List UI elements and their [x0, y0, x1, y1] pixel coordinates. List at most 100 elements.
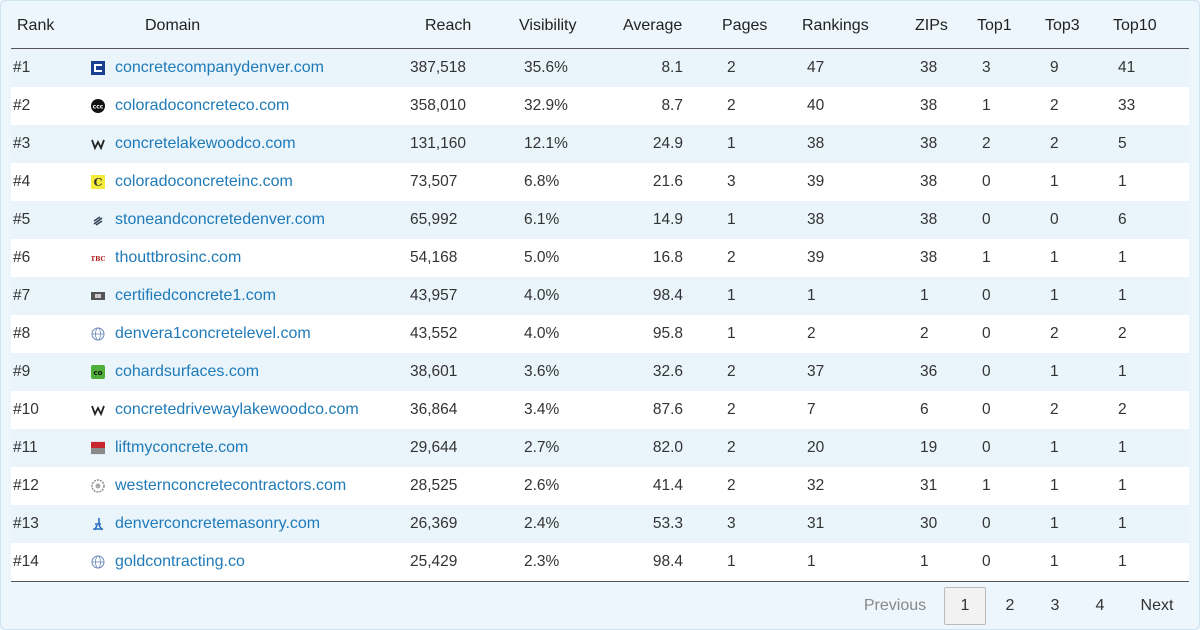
cell-pages: 2 — [727, 59, 736, 76]
domain-link[interactable]: concretelakewoodco.com — [115, 135, 296, 152]
cell-average: 32.6 — [652, 363, 683, 380]
cell-reach: 387,518 — [410, 59, 467, 76]
header-reach[interactable]: Reach — [425, 17, 472, 34]
header-top1[interactable]: Top1 — [977, 17, 1012, 34]
cell-reach: 54,168 — [410, 249, 458, 266]
cell-reach: 131,160 — [410, 135, 467, 152]
cell-visibility: 5.0% — [524, 249, 560, 266]
cell-average: 98.4 — [652, 287, 683, 304]
svg-text:TBC: TBC — [91, 256, 105, 263]
domain-link[interactable]: coloradoconcreteinc.com — [115, 173, 293, 190]
cell-zips: 1 — [920, 287, 929, 304]
cell-pages: 1 — [727, 287, 736, 304]
domain-link[interactable]: coloradoconcreteco.com — [115, 97, 290, 114]
header-pages[interactable]: Pages — [722, 17, 768, 34]
domain-link[interactable]: liftmyconcrete.com — [115, 439, 249, 456]
pagination-page-3[interactable]: 3 — [1050, 597, 1060, 614]
cell-top10: 6 — [1118, 211, 1127, 228]
cell-pages: 3 — [727, 173, 736, 190]
pagination-page-1[interactable]: 1 — [944, 587, 986, 625]
table-body: #1 387,518 35.6% 8.1 2 47 38 3 9 41 concretecompan… — [11, 49, 1189, 581]
cell-pages: 2 — [727, 97, 736, 114]
cell-rankings: 31 — [807, 515, 825, 532]
cell-average: 8.7 — [661, 97, 683, 114]
domain-link[interactable]: certifiedconcrete1.com — [115, 287, 276, 304]
header-top10[interactable]: Top10 — [1113, 17, 1157, 34]
pagination-next-button[interactable]: Next — [1140, 597, 1174, 614]
cell-visibility: 3.6% — [524, 363, 560, 380]
cell-top3: 1 — [1050, 249, 1059, 266]
gear-circle-logo-icon — [91, 479, 105, 493]
domain-link[interactable]: denvera1concretelevel.com — [115, 325, 311, 342]
cell-reach: 29,644 — [410, 439, 458, 456]
cell-average: 41.4 — [652, 477, 683, 494]
cell-reach: 358,010 — [410, 97, 467, 114]
pagination-previous-button[interactable]: Previous — [863, 597, 927, 614]
cell-average: 82.0 — [652, 439, 683, 456]
cell-rankings: 1 — [807, 553, 816, 570]
black-circle-logo-icon: ccc — [91, 99, 105, 113]
globe-icon — [91, 327, 105, 341]
cell-top10: 2 — [1118, 401, 1127, 418]
cell-top10: 33 — [1118, 97, 1136, 114]
cell-top10: 1 — [1118, 287, 1127, 304]
table-header: Rank Domain Reach Visibility Average Pag… — [11, 7, 1189, 49]
header-rank[interactable]: Rank — [17, 17, 55, 34]
cell-average: 53.3 — [652, 515, 683, 532]
cell-reach: 43,552 — [410, 325, 458, 342]
table-footer-divider — [11, 581, 1189, 582]
red-grey-logo-icon — [91, 441, 105, 455]
cell-rank: #4 — [13, 173, 31, 190]
cell-pages: 2 — [727, 249, 736, 266]
cell-rankings: 40 — [807, 97, 825, 114]
cell-top1: 0 — [982, 363, 991, 380]
cell-zips: 19 — [920, 439, 938, 456]
table-row: #6 54,168 5.0% 16.8 2 39 38 1 1 1 TBC thouttbrosinc… — [11, 239, 1189, 277]
domain-link[interactable]: denverconcretemasonry.com — [115, 515, 321, 532]
cell-rankings: 37 — [807, 363, 825, 380]
domain-link[interactable]: cohardsurfaces.com — [115, 363, 260, 380]
cell-top1: 3 — [982, 59, 991, 76]
domain-link[interactable]: goldcontracting.co — [115, 553, 245, 570]
table-row: #7 43,957 4.0% 98.4 1 1 1 0 1 1 certifiedconcrete1… — [11, 277, 1189, 315]
stripe-logo-icon — [91, 213, 105, 227]
header-zips[interactable]: ZIPs — [915, 17, 948, 34]
cell-rankings: 38 — [807, 211, 825, 228]
header-top3[interactable]: Top3 — [1045, 17, 1080, 34]
domain-link[interactable]: westernconcretecontractors.com — [115, 477, 347, 494]
cell-visibility: 2.6% — [524, 477, 560, 494]
header-average[interactable]: Average — [623, 17, 683, 34]
cell-rankings: 20 — [807, 439, 825, 456]
pagination-page-4[interactable]: 4 — [1095, 597, 1105, 614]
cell-rankings: 32 — [807, 477, 825, 494]
cell-pages: 3 — [727, 515, 736, 532]
table-row: #14 25,429 2.3% 98.4 1 1 1 0 1 1 goldcontracting.c… — [11, 543, 1189, 581]
cell-top1: 0 — [982, 173, 991, 190]
cell-zips: 38 — [920, 173, 938, 190]
cell-average: 24.9 — [652, 135, 683, 152]
table-row: #11 29,644 2.7% 82.0 2 20 19 0 1 1 liftmyconcrete.… — [11, 429, 1189, 467]
cell-visibility: 2.4% — [524, 515, 560, 532]
domain-link[interactable]: concretecompanydenver.com — [115, 59, 324, 76]
domain-link[interactable]: concretedrivewaylakewoodco.com — [115, 401, 359, 418]
cell-average: 87.6 — [652, 401, 683, 418]
cell-reach: 26,369 — [410, 515, 458, 532]
cell-top3: 2 — [1050, 325, 1059, 342]
header-visibility[interactable]: Visibility — [519, 17, 577, 34]
cell-top1: 1 — [982, 249, 991, 266]
cell-pages: 2 — [727, 439, 736, 456]
blue-figure-logo-icon — [91, 517, 105, 531]
cell-top3: 0 — [1050, 211, 1059, 228]
cell-pages: 1 — [727, 211, 736, 228]
domain-link[interactable]: stoneandconcretedenver.com — [115, 211, 325, 228]
cell-top10: 1 — [1118, 439, 1127, 456]
cell-pages: 2 — [727, 477, 736, 494]
cell-top10: 41 — [1118, 59, 1136, 76]
globe-icon — [91, 555, 105, 569]
header-rankings[interactable]: Rankings — [802, 17, 869, 34]
pagination-page-2[interactable]: 2 — [1005, 597, 1015, 614]
cell-pages: 1 — [727, 553, 736, 570]
table-row: #1 387,518 35.6% 8.1 2 47 38 3 9 41 concretecompan… — [11, 49, 1189, 87]
header-domain[interactable]: Domain — [145, 17, 201, 34]
domain-link[interactable]: thouttbrosinc.com — [115, 249, 242, 266]
